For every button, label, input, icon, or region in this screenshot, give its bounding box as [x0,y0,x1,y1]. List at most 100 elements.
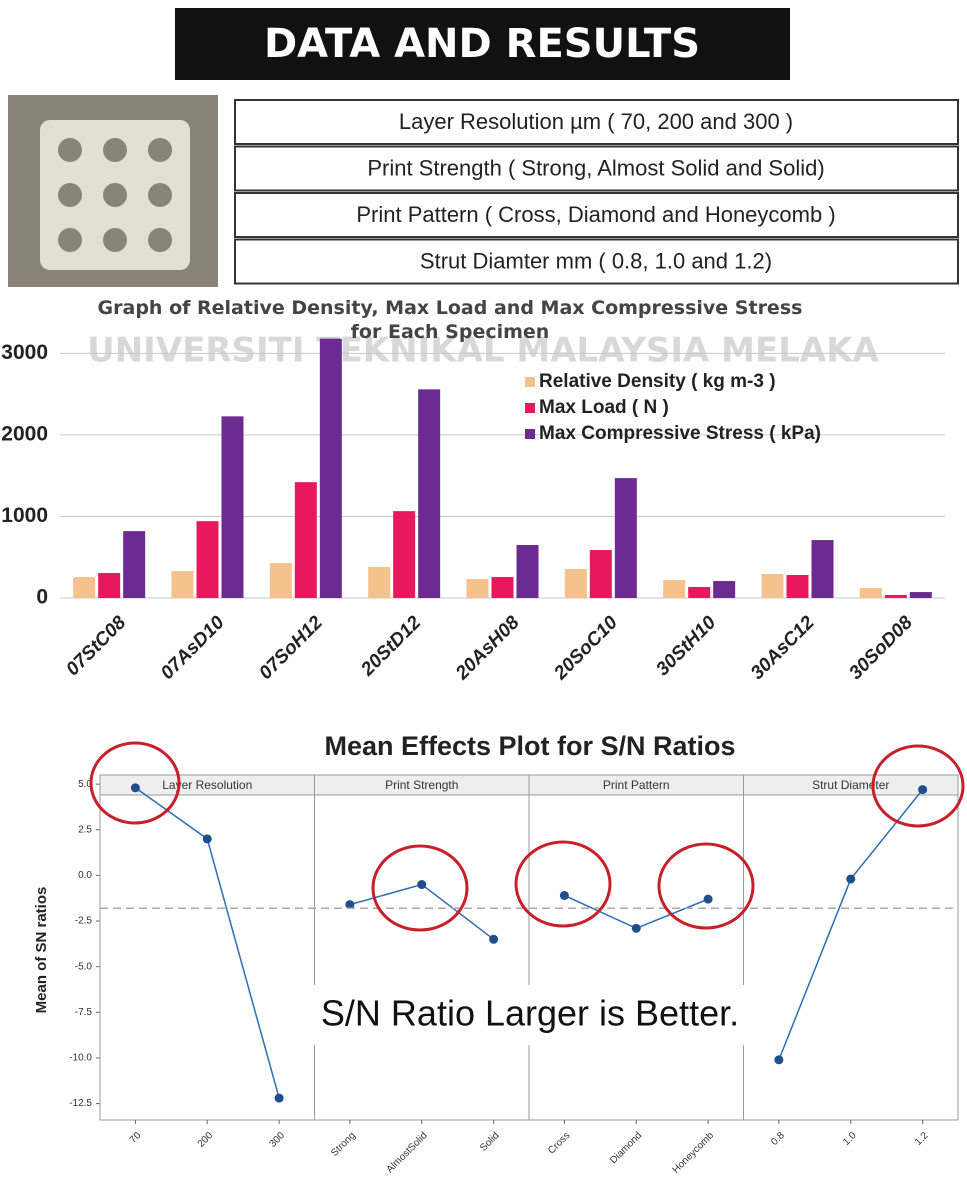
point [704,895,713,904]
bar [713,581,735,598]
panel-title: Print Pattern [603,778,670,792]
panel-frame [315,775,530,1120]
bar [418,389,440,598]
bar-chart-title: Graph of Relative Density, Max Load and … [80,296,820,344]
chart-title: Mean Effects Plot for S/N Ratios [324,731,735,761]
y-tick-label: -5.0 [75,961,93,972]
bar [222,416,244,598]
bar [368,567,390,598]
x-tick-label: 1.0 [841,1130,859,1148]
y-tick-label: 0.0 [78,870,92,881]
bar [172,571,194,598]
legend-label: Relative Density ( kg m-3 ) [539,371,776,392]
bar [492,577,514,598]
point [560,891,569,900]
x-tick-label: 300 [268,1130,288,1150]
x-tick-label: 20SoC10 [550,612,623,685]
bar [123,531,145,598]
bar [517,545,539,598]
point [131,783,140,792]
specimen-photo [8,95,218,287]
bar [197,521,219,598]
x-tick-label: Honeycomb [671,1130,717,1176]
x-tick-label: 1.2 [913,1130,931,1148]
bar [393,511,415,598]
y-tick-label: -2.5 [75,916,93,927]
bar [565,569,587,598]
bar [590,550,612,598]
page: {"watermark": "UNIVERSITI TEKNIKAL MALAY… [0,0,967,1182]
panel-title: Strut Diameter [812,778,889,792]
y-axis-label: Mean of SN ratios [33,887,50,1014]
bar [295,482,317,598]
line [135,788,279,1098]
bar [467,579,489,598]
x-tick-label: Solid [478,1130,502,1154]
x-tick-label: 0.8 [769,1130,787,1148]
point [203,834,212,843]
x-tick-label: Diamond [608,1130,644,1166]
line [779,790,923,1060]
legend-swatch [525,403,535,413]
y-tick-label: -10.0 [69,1053,92,1064]
bar [688,587,710,598]
legend-swatch [525,377,535,387]
bar [270,563,292,598]
y-tick-label: 3000 [1,341,48,364]
highlight-circle [516,842,610,926]
point [774,1055,783,1064]
panel-frame [529,775,744,1120]
point [918,785,927,794]
y-tick-label: 2000 [1,422,48,445]
panel-frame [100,775,315,1120]
parameter-table: Layer Resolution µm ( 70, 200 and 300 ) P… [235,100,958,284]
x-tick-label: 30StH10 [652,612,720,680]
x-tick-label: 07AsD10 [157,612,229,684]
page-title: DATA AND RESULTS [264,21,700,67]
panel-title: Layer Resolution [162,778,252,792]
x-tick-label: 200 [196,1130,216,1150]
point [632,924,641,933]
bar [320,339,342,598]
bar [787,575,809,598]
legend-label: Max Load ( N ) [539,397,669,418]
legend-label: Max Compressive Stress ( kPa) [539,423,821,444]
bar [762,574,784,598]
parameter-text: Strut Diamter mm ( 0.8, 1.0 and 1.2) [420,248,772,273]
point [489,935,498,944]
bar [98,573,120,598]
bar [615,478,637,598]
x-tick-label: Strong [329,1130,358,1159]
legend-swatch [525,429,535,439]
point [275,1094,284,1103]
point [846,875,855,884]
y-tick-label: 0 [36,586,48,609]
x-tick-label: Cross [546,1130,572,1156]
parameter-text: Layer Resolution µm ( 70, 200 and 300 ) [399,109,793,134]
annotation: S/N Ratio Larger is Better. [321,993,739,1034]
x-tick-label: 30SoD08 [845,612,917,684]
panel-title: Print Strength [385,778,458,792]
y-tick-label: -12.5 [69,1098,92,1109]
y-tick-label: 2.5 [78,824,92,835]
bar [860,588,882,598]
highlight-circle [659,844,753,928]
x-tick-label: 07StC08 [62,612,130,680]
x-tick-label: AlmostSolid [385,1130,430,1175]
x-tick-label: 07SoH12 [255,612,327,684]
y-tick-label: 1000 [1,504,48,527]
parameter-text: Print Strength ( Strong, Almost Solid an… [367,155,824,180]
x-tick-label: 20StD12 [357,612,426,681]
bar [885,595,907,598]
bar [663,580,685,598]
x-tick-label: 70 [128,1130,144,1146]
bar [812,540,834,598]
y-tick-label: -7.5 [75,1007,93,1018]
bar [73,577,95,598]
x-tick-label: 20AsH08 [451,612,524,685]
bar [910,592,932,598]
x-tick-label: 30AsC12 [747,612,819,684]
parameter-text: Print Pattern ( Cross, Diamond and Honey… [356,202,835,227]
point [417,880,426,889]
poster: UNIVERSITI TEKNIKAL MALAYSIA MELAKA DATA… [0,0,967,1182]
